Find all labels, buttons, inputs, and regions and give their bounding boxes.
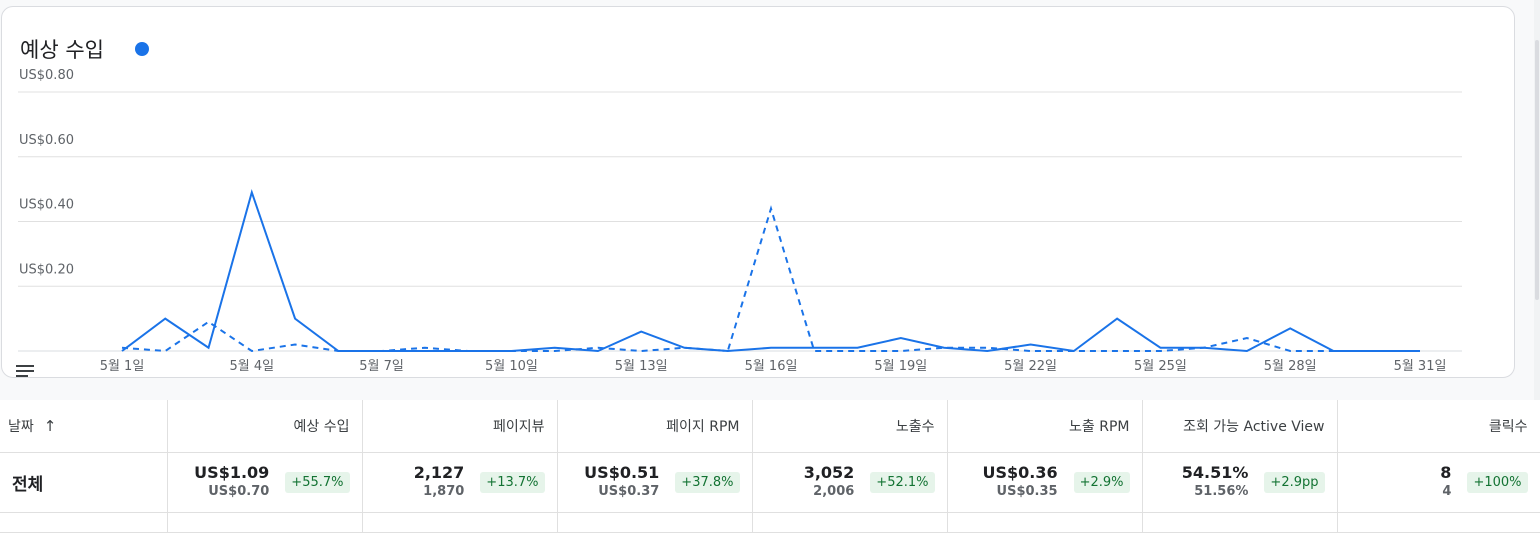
column-header-active-view-viewable[interactable]: 조회 가능 Active View [1142,400,1338,453]
change-badge: +55.7% [285,471,350,493]
legend-dot-icon [135,42,149,56]
compare-value: 1,870 [423,484,465,499]
current-value: 2,127 [413,463,465,482]
current-value: US$0.51 [584,463,660,482]
table-cell [752,512,948,533]
date-header-label: 날짜 [8,418,34,435]
total-cell-clicks: 8 4 +100% [1337,452,1540,513]
compare-value: 51.56% [1194,484,1249,499]
chart-title: 예상 수입 [20,38,104,62]
total-label: 전체 [0,452,168,513]
page-scrollbar-thumb[interactable] [1535,40,1539,300]
menu-icon[interactable] [16,363,34,382]
x-tick-label: 5월 7일 [359,359,404,374]
column-header-estimated-earnings[interactable]: 예상 수입 [167,400,363,453]
table-cell [1142,512,1338,533]
table-header-row: 날짜 ↑ 예상 수입 페이지뷰 페이지 RPM 노출수 노출 RPM 조회 가능 … [0,400,1540,453]
series-line-comparison [121,205,1420,353]
change-badge: +13.7% [480,471,545,493]
current-value: US$0.36 [982,463,1058,482]
column-header-impression-rpm[interactable]: 노출 RPM [947,400,1143,453]
column-header-page-views[interactable]: 페이지뷰 [362,400,558,453]
y-tick-label: US$0.20 [19,262,74,277]
table-cell [0,512,168,533]
compare-value: US$0.37 [598,484,660,499]
x-tick-label: 5월 10일 [485,359,538,374]
current-value: 8 [1440,463,1452,482]
change-badge: +37.8% [675,471,740,493]
total-cell-active-view: 54.51% 51.56% +2.9pp [1142,452,1338,513]
total-cell-impressions: 3,052 2,006 +52.1% [752,452,948,513]
compare-value: 2,006 [813,484,855,499]
compare-value: 4 [1442,484,1452,499]
x-tick-label: 5월 22일 [1004,359,1057,374]
current-value: US$1.09 [194,463,270,482]
total-cell-page-rpm: US$0.51 US$0.37 +37.8% [557,452,753,513]
total-cell-estimated-earnings: US$1.09 US$0.70 +55.7% [167,452,363,513]
revenue-line-chart: US$0.20 US$0.40 US$0.60 US$0.80 5월 1일 5월 4일 5월… [18,68,1462,374]
x-tick-label: 5월 13일 [615,359,668,374]
x-tick-label: 5월 16일 [745,359,798,374]
column-header-clicks[interactable]: 클릭수 [1337,400,1540,453]
change-badge: +52.1% [870,471,935,493]
compare-value: US$0.70 [208,484,270,499]
x-tick-label: 5월 25일 [1134,359,1187,374]
change-badge: +2.9% [1073,471,1130,493]
revenue-chart-card: 예상 수입 US$0.20 US$0.40 US$0.60 US$0.80 5월 1일 5… [1,6,1515,378]
x-tick-label: 5월 1일 [100,359,145,374]
table-row-total: 전체 US$1.09 US$0.70 +55.7% 2,127 1,870 +13.… [0,452,1540,513]
table-cell [947,512,1143,533]
y-tick-label: US$0.60 [19,133,74,148]
change-badge: +100% [1467,471,1528,493]
current-value: 54.51% [1181,463,1249,482]
x-tick-label: 5월 4일 [229,359,274,374]
metrics-table: 날짜 ↑ 예상 수입 페이지뷰 페이지 RPM 노출수 노출 RPM 조회 가능 … [0,400,1540,533]
x-tick-label: 5월 31일 [1394,359,1447,374]
column-header-page-rpm[interactable]: 페이지 RPM [557,400,753,453]
column-header-date[interactable]: 날짜 ↑ [0,400,168,453]
y-tick-label: US$0.80 [19,68,74,83]
total-cell-impression-rpm: US$0.36 US$0.35 +2.9% [947,452,1143,513]
table-cell [557,512,753,533]
table-row-partial [0,512,1540,533]
current-value: 3,052 [803,463,855,482]
x-tick-label: 5월 28일 [1264,359,1317,374]
arrow-up-icon[interactable]: ↑ [43,416,57,435]
compare-value: US$0.35 [996,484,1058,499]
column-header-impressions[interactable]: 노출수 [752,400,948,453]
x-tick-label: 5월 19일 [874,359,927,374]
series-line-current [121,188,1420,353]
y-tick-label: US$0.40 [19,198,74,213]
table-cell [362,512,558,533]
total-cell-page-views: 2,127 1,870 +13.7% [362,452,558,513]
table-cell [1337,512,1540,533]
table-cell [167,512,363,533]
change-badge: +2.9pp [1264,471,1325,493]
